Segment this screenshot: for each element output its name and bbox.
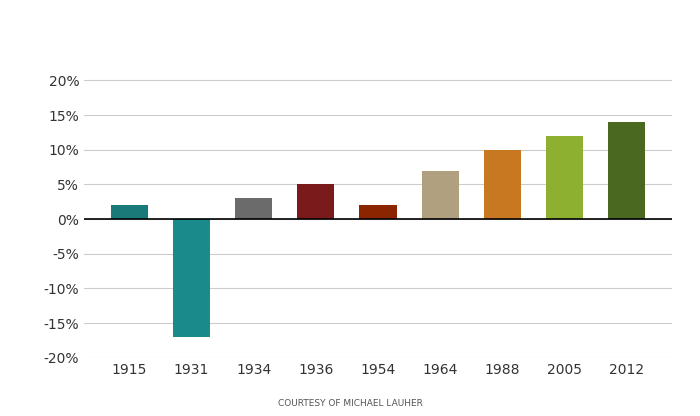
Bar [546, 136, 583, 219]
Bar [608, 122, 645, 219]
Bar [173, 219, 210, 337]
Text: Percent change in Illinois land value following droughts: Percent change in Illinois land value fo… [32, 17, 668, 37]
Bar [421, 171, 458, 219]
Bar [359, 205, 397, 219]
Bar [484, 150, 521, 219]
Bar [111, 205, 148, 219]
Bar [235, 198, 272, 219]
Bar [298, 184, 335, 219]
Text: COURTESY OF MICHAEL LAUHER: COURTESY OF MICHAEL LAUHER [278, 399, 422, 408]
